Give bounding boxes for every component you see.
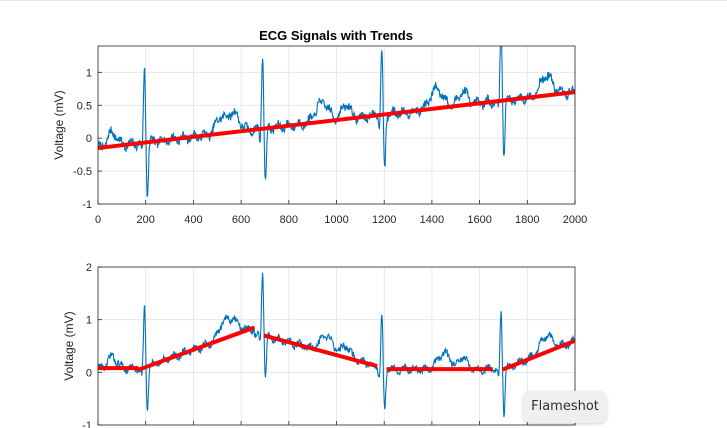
x-tick-label: 800	[280, 214, 298, 226]
y-tick-label: 0	[86, 133, 92, 145]
x-tick-label: 2000	[563, 214, 587, 226]
x-tick-label: 1800	[515, 214, 539, 226]
bottom-axes: -1 0 1 2 Voltage (mV)	[62, 262, 575, 428]
y-axis-label: Voltage (mV)	[52, 90, 66, 159]
y-tick-label: -1	[82, 199, 92, 211]
x-tick-label: 200	[137, 214, 155, 226]
x-tick-label: 0	[95, 214, 101, 226]
x-tick-label: 1200	[372, 214, 396, 226]
x-tick-label: 400	[184, 214, 202, 226]
x-tick-label: 1000	[324, 214, 348, 226]
y-tick-label: -1	[82, 420, 92, 428]
flameshot-tooltip: Flameshot	[523, 391, 607, 423]
y-tick-label: -0.5	[73, 166, 92, 178]
x-tick-label: 1600	[467, 214, 491, 226]
x-tick-label: 600	[232, 214, 250, 226]
y-tick-label: 0	[86, 367, 92, 379]
y-tick-label: 2	[86, 262, 92, 274]
chart-title: ECG Signals with Trends	[259, 28, 413, 43]
y-tick-label: 1	[86, 67, 92, 79]
x-tick-label: 1400	[420, 214, 444, 226]
y-tick-label: 1	[86, 315, 92, 327]
y-tick-label: 0.5	[77, 100, 92, 112]
top-axes: 0 200 400 600 800 1000 1200 1400 1600 1800 2000 -1 -…	[52, 21, 587, 226]
y-axis-label: Voltage (mV)	[62, 311, 76, 380]
